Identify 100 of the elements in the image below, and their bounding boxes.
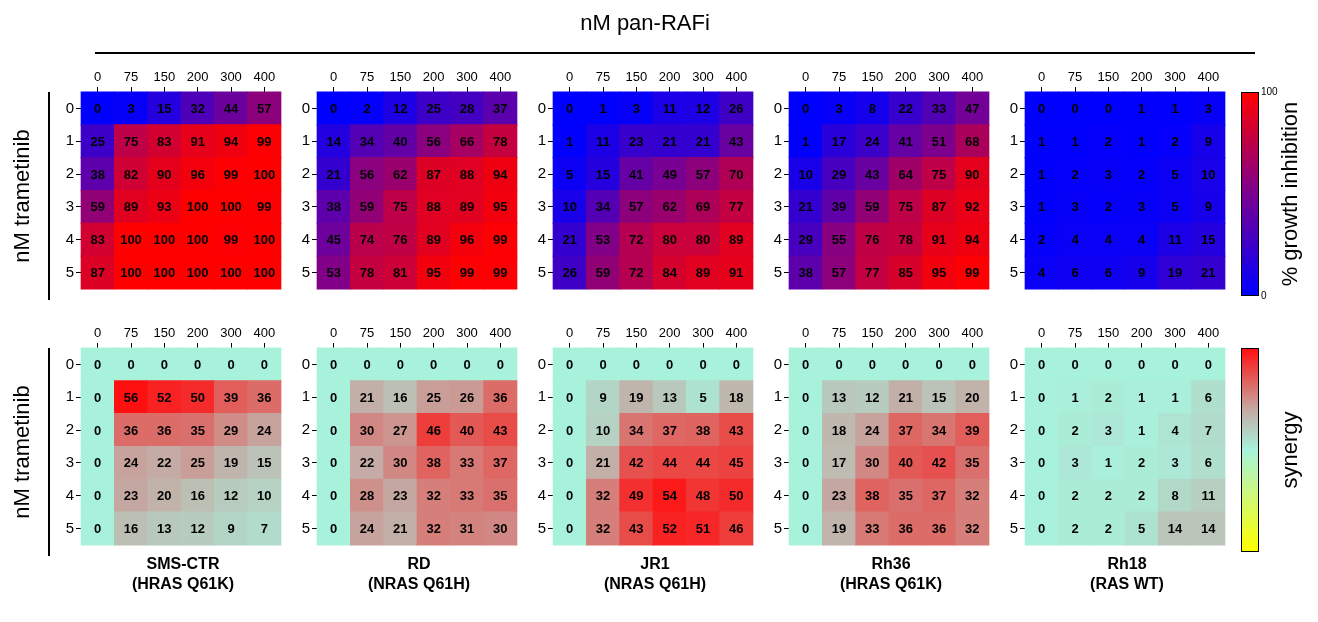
data-label: 33 — [865, 521, 880, 537]
data-label: 38 — [865, 488, 880, 504]
data-label: 0 — [330, 100, 338, 116]
data-label: 15 — [595, 166, 611, 182]
x-axis-title: RD (NRAS Q61H) — [366, 554, 472, 594]
data-label: 46 — [426, 422, 441, 438]
data-label: 15 — [931, 389, 947, 405]
y-tick-label: 0 — [537, 98, 546, 116]
x-tick-label: 300 — [220, 324, 242, 340]
data-label: 0 — [1038, 100, 1046, 116]
data-label: 0 — [1038, 422, 1046, 438]
data-label: 94 — [223, 133, 239, 149]
data-label: 0 — [330, 521, 338, 537]
data-label: 3 — [1071, 199, 1079, 215]
x-tick-label: 0 — [94, 68, 102, 84]
y-tick-label: 2 — [773, 164, 782, 182]
data-label: 21 — [898, 389, 913, 405]
data-label: 54 — [662, 488, 678, 504]
x-tick-label: 75 — [123, 68, 139, 84]
data-label: 89 — [695, 265, 711, 281]
x-tick-label: 150 — [625, 68, 648, 84]
y-tick-label: 1 — [65, 131, 74, 149]
data-label: 44 — [223, 100, 239, 116]
color-bar-label: 0 — [1261, 290, 1267, 301]
data-label: 0 — [430, 356, 438, 372]
data-label: 1 — [1138, 422, 1146, 438]
x-axis-title: SMS-CTR (HRAS Q61K) — [130, 554, 236, 594]
data-label: 62 — [662, 199, 677, 215]
y-tick-label: 0 — [773, 98, 782, 116]
data-label: 76 — [393, 232, 408, 248]
data-label: 36 — [493, 389, 508, 405]
y-tick-label: 2 — [65, 164, 74, 182]
y-tick-label: 0 — [1009, 354, 1018, 372]
data-label: 19 — [1167, 265, 1183, 281]
data-label: 21 — [359, 389, 375, 405]
data-label: 20 — [965, 389, 980, 405]
data-label: 22 — [898, 100, 913, 116]
data-label: 91 — [190, 133, 205, 149]
data-label: 36 — [931, 521, 947, 537]
data-label: 29 — [798, 232, 813, 248]
data-label: 1 — [802, 133, 810, 149]
x-tick-label: 0 — [802, 68, 810, 84]
data-label: 0 — [802, 422, 810, 438]
data-label: 33 — [931, 100, 947, 116]
x-tick-label: 400 — [1197, 68, 1220, 84]
data-label: 69 — [695, 199, 711, 215]
data-label: 87 — [90, 265, 105, 281]
y-tick-label: 3 — [537, 453, 546, 471]
data-label: 49 — [629, 488, 644, 504]
data-label: 10 — [257, 488, 272, 504]
data-label: 32 — [965, 488, 980, 504]
data-label: 4 — [1038, 265, 1047, 281]
data-label: 38 — [798, 265, 813, 281]
data-label: 32 — [426, 521, 441, 537]
data-label: 3 — [835, 100, 843, 116]
data-label: 0 — [1138, 356, 1146, 372]
data-label: 0 — [566, 356, 574, 372]
data-label: 11 — [1201, 488, 1216, 504]
y-tick-label: 5 — [301, 518, 310, 536]
data-label: 56 — [123, 389, 139, 405]
y-tick-label: 0 — [301, 98, 310, 116]
data-label: 99 — [965, 265, 980, 281]
data-label: 10 — [1201, 166, 1216, 182]
data-label: 2 — [1104, 133, 1112, 149]
y-tick-label: 4 — [1009, 229, 1018, 247]
data-label: 68 — [965, 133, 980, 149]
data-label: 13 — [157, 521, 172, 537]
color-bar-title: synergy — [1277, 411, 1303, 489]
data-label: 1 — [1138, 389, 1146, 405]
y-tick-label: 5 — [773, 518, 782, 536]
data-label: 13 — [662, 389, 677, 405]
data-label: 85 — [898, 265, 913, 281]
data-label: 0 — [194, 356, 202, 372]
data-label: 0 — [968, 356, 976, 372]
data-label: 19 — [629, 389, 644, 405]
data-label: 36 — [123, 422, 139, 438]
data-label: 19 — [223, 455, 239, 471]
x-tick-label: 300 — [1164, 324, 1186, 340]
x-tick-label: 150 — [1097, 68, 1120, 84]
y-tick-label: 3 — [1009, 197, 1018, 215]
data-label: 31 — [459, 521, 475, 537]
data-label: 35 — [898, 488, 913, 504]
x-tick-label: 200 — [422, 68, 445, 84]
data-label: 6 — [1104, 265, 1112, 281]
y-tick-label: 4 — [1009, 485, 1018, 503]
data-label: 0 — [868, 356, 876, 372]
data-label: 59 — [359, 199, 375, 215]
y-tick-label: 5 — [537, 518, 546, 536]
data-label: 0 — [566, 521, 574, 537]
x-tick-label: 200 — [658, 324, 681, 340]
data-label: 2 — [1104, 389, 1112, 405]
data-label: 0 — [1104, 100, 1112, 116]
data-label: 99 — [257, 199, 272, 215]
data-label: 12 — [223, 488, 239, 504]
data-label: 51 — [695, 521, 711, 537]
data-label: 11 — [662, 100, 677, 116]
data-label: 96 — [459, 232, 475, 248]
data-label: 30 — [493, 521, 508, 537]
data-label: 2 — [363, 100, 371, 116]
data-label: 94 — [493, 166, 509, 182]
